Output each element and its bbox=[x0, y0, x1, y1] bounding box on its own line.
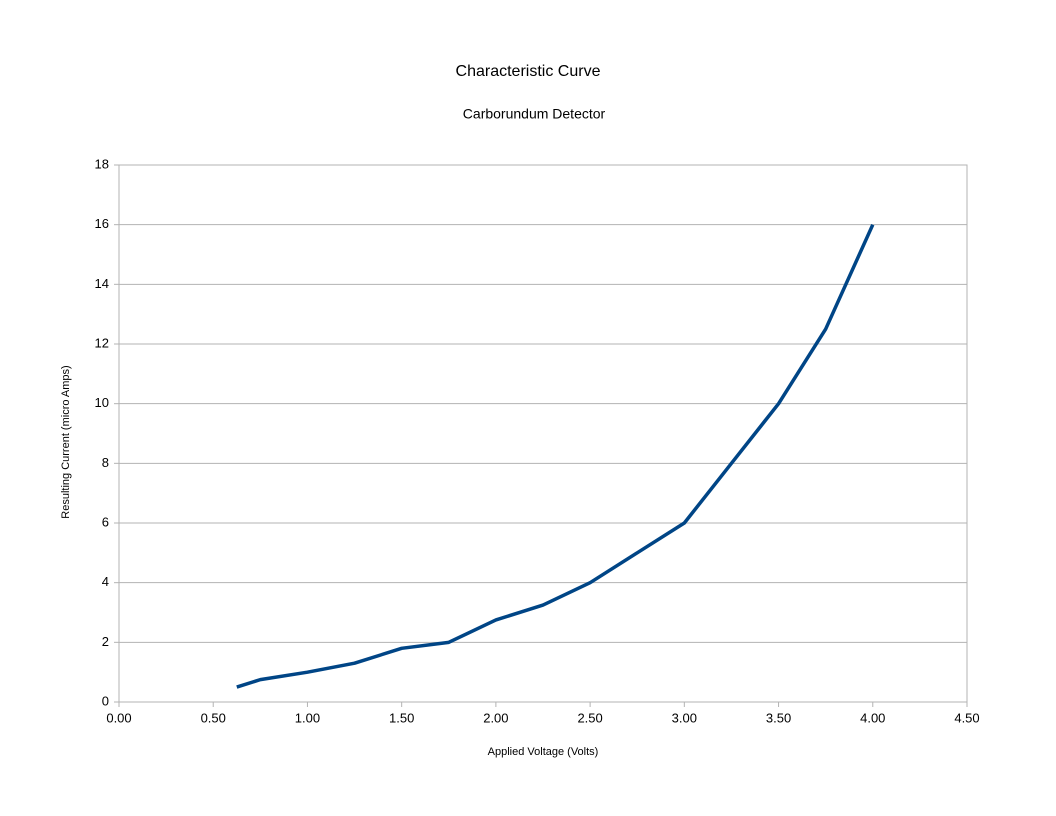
x-tick-label: 2.00 bbox=[483, 710, 508, 725]
y-axis-label: Resulting Current (micro Amps) bbox=[60, 365, 72, 518]
chart-title: Characteristic Curve bbox=[456, 63, 601, 80]
x-tick-label: 4.00 bbox=[860, 710, 885, 725]
y-tick-label: 8 bbox=[102, 455, 109, 470]
x-tick-label: 0.00 bbox=[106, 710, 131, 725]
x-tick-label: 2.50 bbox=[577, 710, 602, 725]
y-tick-label: 12 bbox=[95, 335, 109, 350]
x-tick-label: 4.50 bbox=[954, 710, 979, 725]
x-tick-label: 0.50 bbox=[201, 710, 226, 725]
x-tick-label: 3.50 bbox=[766, 710, 791, 725]
x-tick-label: 1.50 bbox=[389, 710, 414, 725]
x-axis-label: Applied Voltage (Volts) bbox=[488, 746, 599, 758]
y-tick-label: 4 bbox=[102, 574, 109, 589]
y-tick-label: 18 bbox=[95, 156, 109, 171]
y-tick-label: 2 bbox=[102, 634, 109, 649]
y-tick-label: 16 bbox=[95, 216, 109, 231]
y-tick-label: 14 bbox=[95, 276, 109, 291]
y-tick-label: 6 bbox=[102, 514, 109, 529]
x-tick-label: 3.00 bbox=[672, 710, 697, 725]
y-tick-label: 0 bbox=[102, 693, 109, 708]
y-tick-label: 10 bbox=[95, 395, 109, 410]
x-tick-label: 1.00 bbox=[295, 710, 320, 725]
plot-border bbox=[118, 164, 968, 703]
data-line bbox=[236, 223, 875, 689]
chart-subtitle: Carborundum Detector bbox=[463, 106, 606, 122]
